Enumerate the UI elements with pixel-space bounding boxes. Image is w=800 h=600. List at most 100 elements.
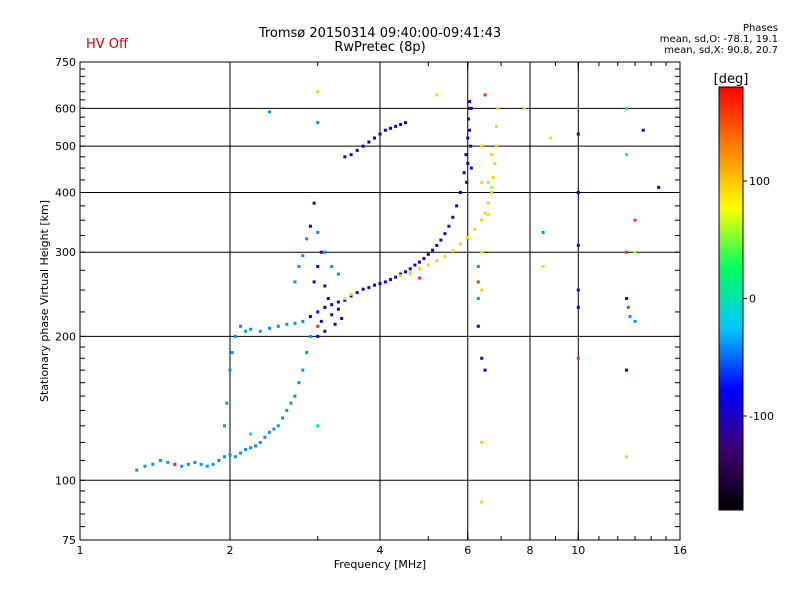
data-point bbox=[355, 148, 359, 152]
data-point bbox=[473, 227, 477, 231]
data-point bbox=[319, 319, 323, 323]
data-point bbox=[230, 351, 234, 355]
data-point bbox=[367, 286, 371, 290]
data-point bbox=[496, 106, 500, 110]
x-tick-label: 10 bbox=[571, 544, 585, 557]
data-point bbox=[641, 128, 645, 132]
data-point bbox=[323, 305, 327, 309]
x-tick-label: 8 bbox=[527, 544, 534, 557]
data-point bbox=[469, 106, 473, 110]
data-point bbox=[258, 329, 262, 333]
data-point bbox=[301, 254, 305, 258]
data-point bbox=[199, 462, 203, 466]
data-point bbox=[625, 250, 629, 254]
colorbar-tick-label: 0 bbox=[749, 293, 756, 306]
x-tick-label: 4 bbox=[377, 544, 384, 557]
data-point bbox=[361, 287, 365, 291]
scatter-points bbox=[135, 90, 661, 504]
data-point bbox=[657, 185, 661, 189]
colorbar-label: [deg] bbox=[714, 72, 749, 87]
x-axis-label: Frequency [MHz] bbox=[334, 558, 426, 571]
data-point bbox=[173, 462, 177, 466]
data-point bbox=[293, 280, 297, 284]
data-point bbox=[267, 326, 271, 330]
data-point bbox=[349, 292, 353, 296]
data-point bbox=[312, 280, 316, 284]
data-point bbox=[576, 190, 580, 194]
data-point bbox=[225, 401, 229, 405]
data-point bbox=[301, 319, 305, 323]
data-point bbox=[458, 190, 462, 194]
data-point bbox=[143, 464, 147, 468]
data-point bbox=[180, 464, 184, 468]
chart-title-line2: RwPretec (8p) bbox=[334, 40, 426, 55]
data-point bbox=[417, 260, 421, 264]
data-point bbox=[426, 263, 430, 267]
y-tick-label: 400 bbox=[55, 186, 76, 199]
data-point bbox=[469, 166, 473, 170]
data-point bbox=[308, 334, 312, 338]
y-tick-label: 100 bbox=[55, 474, 76, 487]
x-tick-label: 2 bbox=[227, 544, 234, 557]
data-point bbox=[490, 190, 494, 194]
data-point bbox=[541, 230, 545, 234]
data-point bbox=[625, 153, 629, 157]
y-axis-label: Stationary phase Virtual Height [km] bbox=[38, 200, 51, 402]
data-point bbox=[394, 275, 398, 279]
data-point bbox=[576, 288, 580, 292]
data-point bbox=[476, 324, 480, 328]
hv-status-label: HV Off bbox=[86, 37, 128, 52]
data-point bbox=[301, 368, 305, 372]
data-point bbox=[469, 144, 473, 148]
data-point bbox=[625, 455, 629, 459]
y-tick-label: 750 bbox=[55, 56, 76, 69]
data-point bbox=[276, 324, 280, 328]
data-point bbox=[486, 180, 490, 184]
data-point bbox=[228, 368, 232, 372]
data-point bbox=[308, 315, 312, 319]
data-point bbox=[316, 324, 320, 328]
data-point bbox=[193, 460, 197, 464]
data-point bbox=[625, 297, 629, 301]
data-point bbox=[466, 236, 470, 240]
data-point bbox=[244, 329, 248, 333]
data-point bbox=[480, 440, 484, 444]
data-point bbox=[435, 243, 439, 247]
data-point bbox=[466, 136, 470, 140]
data-point bbox=[330, 265, 334, 269]
x-tick-label: 1 bbox=[77, 544, 84, 557]
data-point bbox=[480, 218, 484, 222]
data-point bbox=[289, 401, 293, 405]
data-point bbox=[486, 212, 490, 216]
data-point bbox=[272, 427, 276, 431]
data-point bbox=[233, 455, 237, 459]
phase-title: Phases bbox=[742, 23, 778, 34]
colorbar-tick-label: 100 bbox=[749, 175, 770, 188]
data-point bbox=[399, 274, 403, 278]
y-tick-label: 75 bbox=[62, 534, 76, 547]
data-point bbox=[541, 265, 545, 269]
data-point bbox=[316, 265, 320, 269]
data-point bbox=[576, 243, 580, 247]
x-axis-ticks: 1 2 4 6 8 10 16 bbox=[77, 62, 687, 557]
data-point bbox=[476, 265, 480, 269]
data-point bbox=[258, 440, 262, 444]
data-point bbox=[228, 453, 232, 457]
data-point bbox=[464, 153, 468, 157]
data-point bbox=[480, 144, 484, 148]
data-point bbox=[285, 322, 289, 326]
data-point bbox=[305, 351, 309, 355]
data-point bbox=[576, 132, 580, 136]
data-point bbox=[633, 319, 637, 323]
data-point bbox=[633, 250, 637, 254]
data-point bbox=[494, 124, 498, 128]
data-point bbox=[468, 100, 472, 104]
data-point bbox=[408, 272, 412, 276]
data-point bbox=[483, 93, 487, 97]
data-point bbox=[467, 106, 471, 110]
data-point bbox=[413, 263, 417, 267]
data-point bbox=[186, 462, 190, 466]
data-point bbox=[349, 294, 353, 298]
data-point bbox=[297, 381, 301, 385]
